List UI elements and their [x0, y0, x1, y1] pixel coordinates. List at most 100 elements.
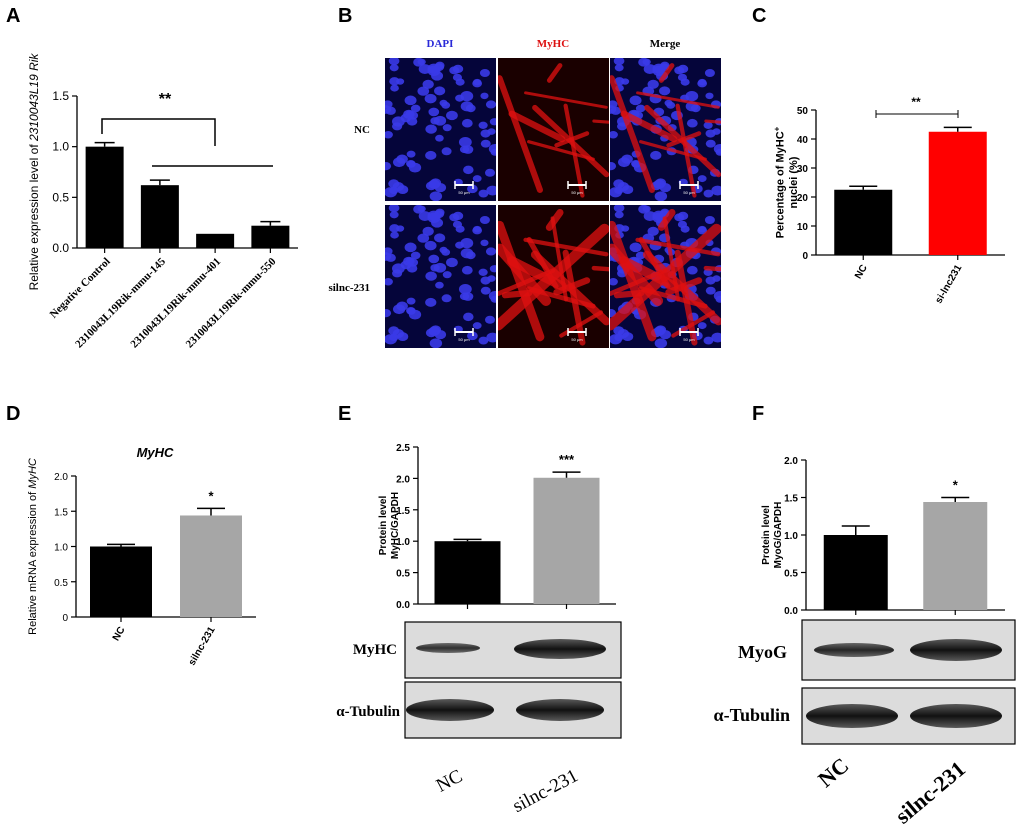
micro-col-myhc: MyHC [537, 38, 569, 50]
category-label-a-1: 2310043L19Rik-mmu-145 [73, 255, 168, 350]
band-f-myog-silnc [910, 639, 1002, 661]
blot-e-lane-silnc: silnc-231 [509, 765, 581, 817]
error-bar-a-3 [260, 220, 281, 226]
category-label-a-2: 2310043L19Rik-mmu-401 [128, 256, 223, 351]
scale-bar-label: 50 μm [458, 337, 470, 342]
bar-e-0 [434, 541, 501, 604]
ylabel-a: Relative expression level of 2310043L19 … [27, 53, 41, 291]
ytick-label-e: 2.0 [396, 474, 410, 485]
band-f-tubulin-nc [806, 704, 898, 728]
panel-letter-e: E [338, 403, 351, 425]
ylabel-f: Protein levelMyoG/GAPDH [761, 502, 784, 569]
ytick-label-f: 1.5 [784, 494, 798, 505]
error-bar-e-1 [552, 471, 581, 478]
significance-marker-a: ** [159, 91, 172, 108]
category-label-d-0: NC [111, 625, 128, 643]
micro-col-dapi: DAPI [427, 38, 454, 50]
bar-d-0 [90, 546, 152, 617]
microscopy-panel: DAPI MyHC Merge NC silnc-231 50 μm 50 μm 5… [328, 38, 721, 348]
ytick-label-c: 10 [797, 222, 809, 233]
category-label-c-1: si-lnc231 [933, 263, 964, 306]
error-bar-f-0 [841, 525, 870, 535]
band-e-tubulin-nc [406, 699, 494, 721]
error-bar-c-0 [849, 185, 878, 190]
band-e-myhc-silnc [514, 639, 606, 659]
category-label-d-1: silnc-231 [187, 625, 218, 668]
western-blot-f: MyoG α-Tubulin NC silnc-231 [714, 619, 1016, 829]
panel-letter-c: C [752, 5, 766, 27]
blot-e-top-label: MyHC [353, 642, 397, 658]
bar-a-1 [140, 185, 179, 248]
panel-letter-a: A [6, 5, 20, 27]
scale-bar-label: 50 μm [683, 337, 695, 342]
ytick-label-c: 0 [802, 251, 808, 262]
bar-c-0 [834, 189, 893, 255]
ytick-label-c: 40 [797, 135, 809, 146]
band-e-tubulin-silnc [516, 699, 604, 721]
blot-f-lane-silnc: silnc-231 [890, 756, 970, 829]
error-bar-e-0 [453, 538, 482, 542]
error-bar-a-1 [149, 179, 170, 186]
bar-a-0 [85, 146, 124, 248]
chart-c: 0 10 20 30 40 50 NC si-lnc231 Percentage of MyHC… [772, 106, 1005, 306]
ytick-label-f: 2.0 [784, 456, 798, 467]
micro-image-nc-merge: 50 μm [610, 58, 721, 201]
ytick-label-f: 1.0 [784, 531, 798, 542]
significance-bracket-c: ** [875, 95, 959, 118]
error-bar-c-1 [943, 126, 972, 132]
panel-letter-f: F [752, 403, 764, 425]
chart-d-title: MyHC [137, 445, 174, 460]
panel-letter-d: D [6, 403, 20, 425]
micro-row-silnc: silnc-231 [328, 282, 370, 294]
ytick-label-c: 20 [797, 193, 809, 204]
ytick-label-e: 1.0 [396, 537, 410, 548]
micro-image-silnc-dapi: 50 μm [385, 205, 496, 348]
micro-image-nc-dapi: 50 μm [385, 58, 496, 201]
ylabel-d: Relative mRNA expression of MyHC [27, 458, 39, 635]
category-label-c-0: NC [853, 263, 870, 281]
blot-f-bottom-label: α-Tubulin [714, 705, 790, 725]
micro-row-nc: NC [354, 124, 370, 136]
ytick-label-d: 1.5 [54, 507, 68, 518]
error-bar-d-0 [107, 543, 135, 547]
bar-a-2 [196, 233, 235, 248]
ytick-label-d: 2.0 [54, 472, 68, 483]
category-label-a-3: 2310043L19Rik-mmu-550 [184, 255, 279, 350]
blot-f-top-label: MyoG [738, 642, 787, 662]
significance-marker-e: *** [559, 452, 575, 467]
micro-images: 50 μm 50 μm 50 μm 50 μm 50 μm 50 μm [385, 58, 721, 348]
blot-f-lane-nc: NC [813, 752, 853, 792]
significance-marker-c: ** [911, 95, 921, 109]
micro-image-nc-myhc: 50 μm [498, 58, 609, 201]
error-bar-a-0 [94, 141, 115, 147]
scale-bar-label: 50 μm [571, 337, 583, 342]
ytick-label-d: 1.0 [54, 543, 68, 554]
bar-f-0 [823, 535, 888, 610]
ytick-label-f: 0.5 [784, 569, 798, 580]
error-bar-d-1 [197, 507, 225, 516]
ytick-label-c: 50 [797, 106, 809, 117]
ylabel-c: Percentage of MyHC+nuclei (%) [772, 126, 800, 238]
scale-bar-label: 50 μm [683, 190, 695, 195]
chart-d: 0 0.5 1.0 1.5 2.0 NC silnc-231 * Relative mRNA e… [27, 458, 256, 668]
blot-e-bottom-label: α-Tubulin [336, 704, 400, 720]
micro-col-merge: Merge [650, 38, 681, 50]
ylabel-e: Protein levelMyHC/GAPDH [378, 492, 401, 559]
panel-letter-b: B [338, 5, 352, 27]
ytick-label-a: 0.5 [52, 190, 69, 204]
chart-e: 0.0 0.5 1.0 1.5 2.0 2.5 *** Protein levelMyHC/G… [378, 443, 616, 611]
ytick-label-a: 1.5 [52, 89, 69, 103]
bar-c-1 [928, 131, 987, 255]
western-blot-e: MyHC α-Tubulin NC silnc-231 [336, 621, 622, 817]
band-e-myhc-nc [416, 643, 480, 653]
significance-marker-d: * [208, 488, 214, 503]
band-f-myog-nc [814, 643, 894, 657]
micro-image-silnc-myhc: 50 μm [498, 205, 609, 348]
error-bar-f-1 [941, 496, 970, 502]
ytick-label-e: 0.0 [396, 600, 410, 611]
ytick-label-a: 1.0 [52, 140, 69, 154]
ytick-label-d: 0.5 [54, 578, 68, 589]
ytick-label-e: 2.5 [396, 443, 410, 454]
